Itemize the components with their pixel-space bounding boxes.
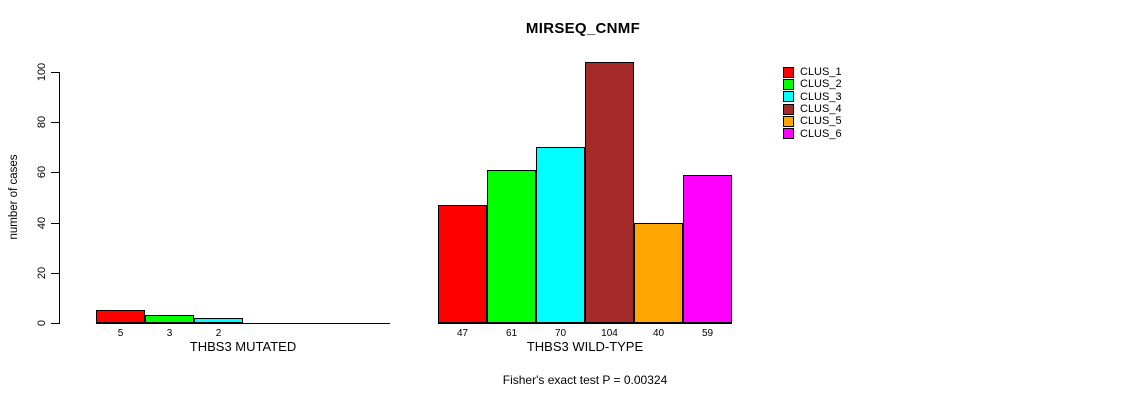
y-axis-tick-label: 60	[36, 166, 48, 179]
group-label-mutated: THBS3 MUTATED	[189, 339, 297, 354]
y-axis-tick	[51, 122, 59, 124]
legend-label-clus_4: CLUS_4	[800, 103, 842, 116]
bar-value-label: 61	[505, 328, 518, 339]
bar-value-label: 59	[701, 328, 714, 339]
bar-value-label: 3	[166, 328, 173, 339]
y-axis-tick	[51, 172, 59, 174]
group-baseline	[96, 323, 390, 324]
bar-value-label: 70	[554, 328, 567, 339]
legend-swatch-clus_2	[783, 78, 794, 90]
chart-title: MIRSEQ_CNMF	[525, 20, 641, 37]
bar-value-label: 5	[117, 328, 124, 339]
group-baseline	[438, 323, 732, 324]
legend-swatch-clus_3	[783, 91, 794, 103]
y-axis-tick	[51, 323, 59, 324]
bar-value-label: 2	[215, 328, 222, 339]
legend-label-clus_1: CLUS_1	[800, 66, 842, 78]
fisher-test-note: Fisher's exact test P = 0.00324	[502, 373, 668, 387]
y-axis-tick	[51, 222, 59, 224]
bar-clus_2	[487, 170, 536, 323]
legend-label-clus_2: CLUS_2	[800, 78, 842, 91]
y-axis-tick	[51, 72, 59, 73]
y-axis-tick-label: 100	[36, 62, 48, 82]
legend-swatch-clus_5	[783, 115, 794, 127]
bar-clus_1	[96, 310, 145, 323]
legend-swatch-clus_1	[783, 66, 794, 78]
legend-swatch-clus_6	[783, 128, 794, 140]
legend-swatch-clus_4	[783, 103, 794, 115]
y-axis-label: number of cases	[8, 154, 20, 240]
bar-clus_2	[145, 315, 194, 323]
legend-label-clus_6: CLUS_6	[800, 127, 842, 140]
bar-clus_3	[536, 147, 585, 323]
y-axis-tick-label: 40	[36, 216, 48, 229]
y-axis-tick	[51, 272, 59, 274]
bar-clus_5	[634, 223, 683, 323]
y-axis-tick-label: 0	[36, 319, 48, 327]
y-axis-tick-label: 20	[36, 266, 48, 279]
y-axis-spine	[59, 72, 60, 324]
legend-label-clus_5: CLUS_5	[800, 115, 842, 128]
bar-clus_1	[438, 205, 487, 323]
bar-clus_3	[194, 318, 243, 323]
legend-label-clus_3: CLUS_3	[800, 90, 842, 103]
bar-clus_6	[683, 175, 732, 323]
bar-value-label: 47	[456, 328, 469, 339]
group-label-wildtype: THBS3 WILD-TYPE	[526, 339, 644, 354]
bar-value-label: 104	[601, 328, 618, 339]
y-axis-tick-label: 80	[36, 116, 48, 129]
bar-value-label: 40	[652, 328, 665, 339]
bar-clus_4	[585, 62, 634, 323]
